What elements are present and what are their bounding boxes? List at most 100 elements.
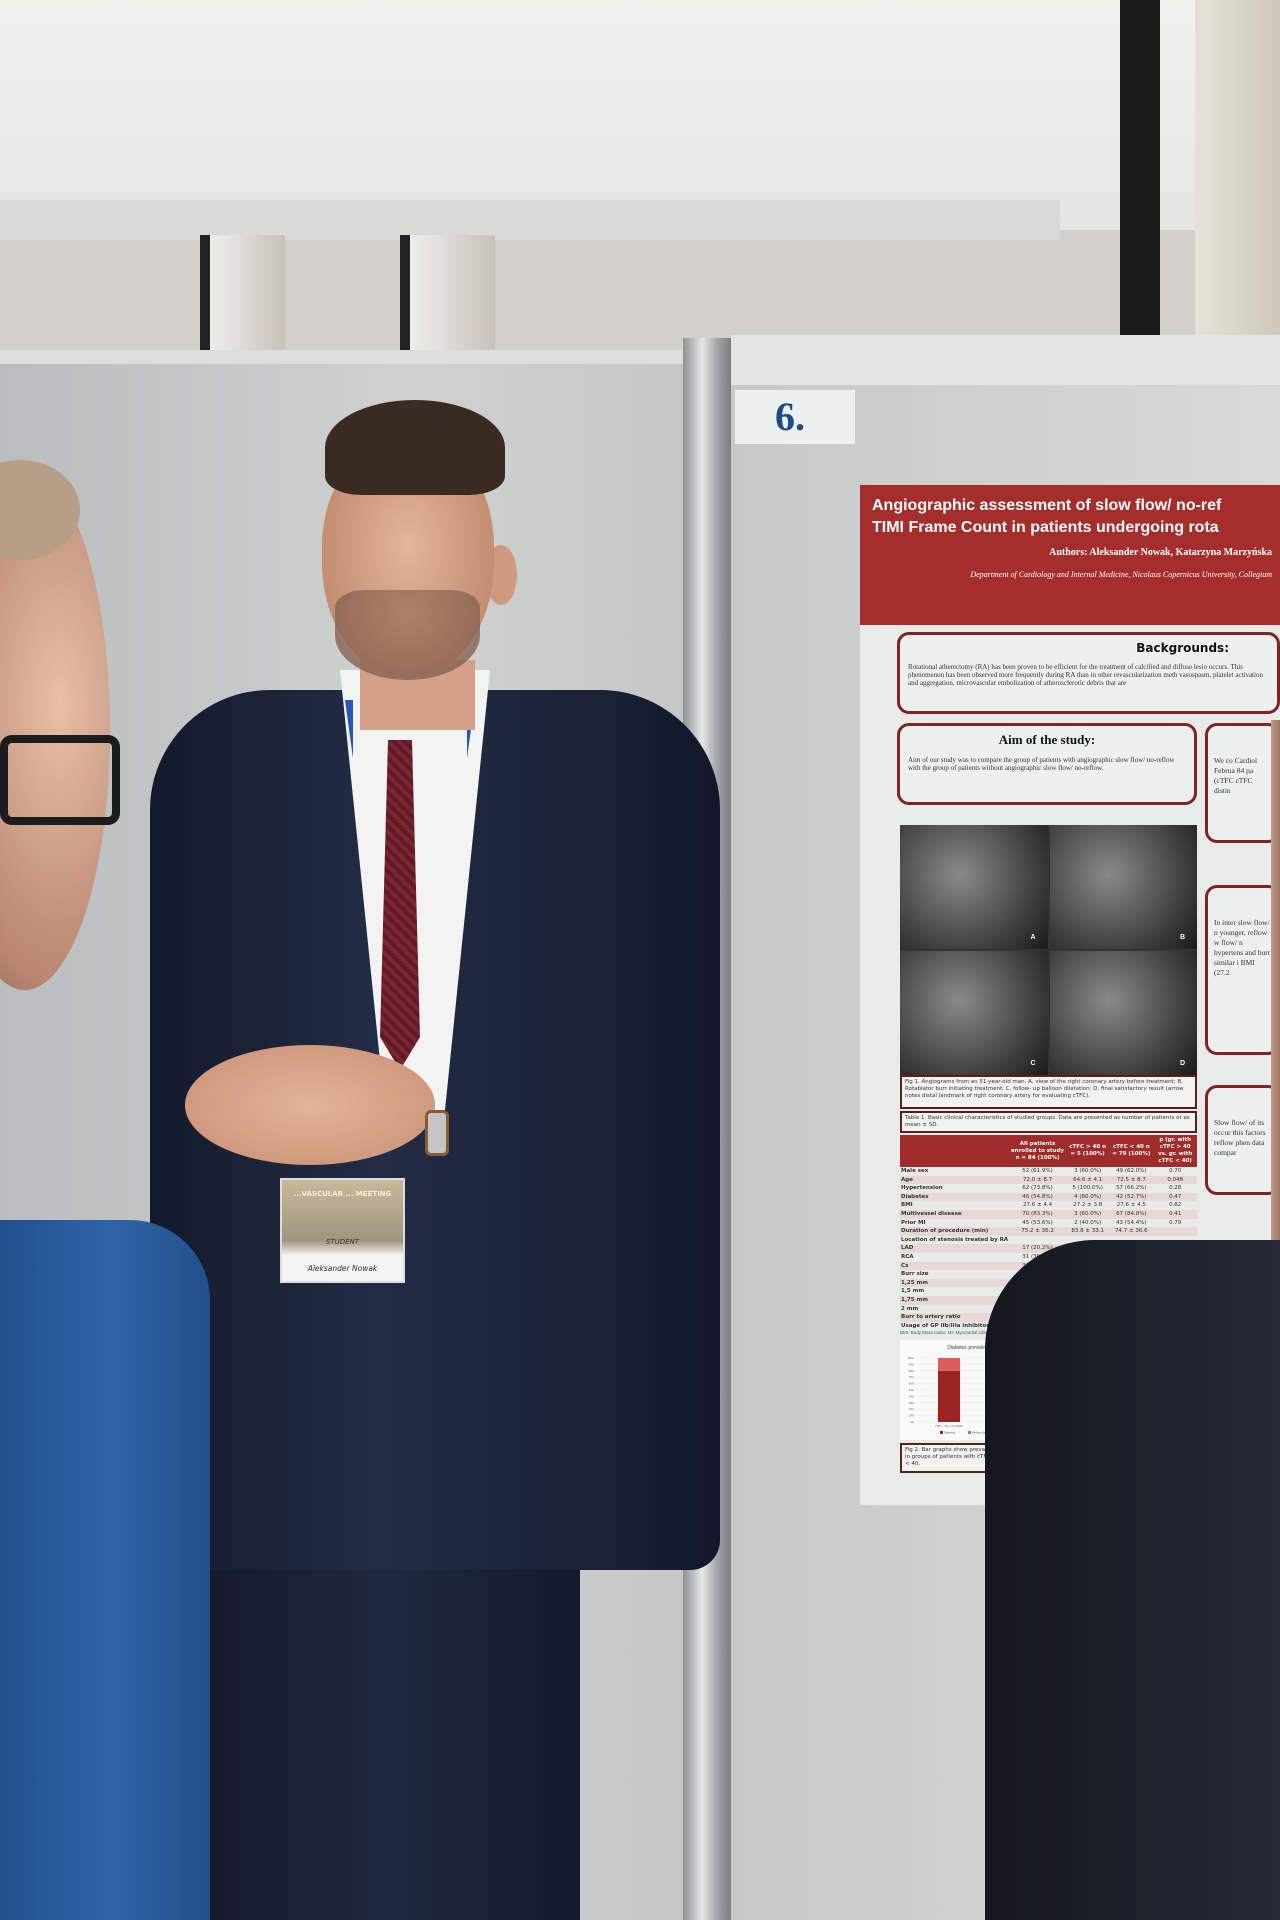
- badge-name: Aleksander Nowak: [307, 1264, 378, 1273]
- y-tick-label: 30%: [909, 1401, 915, 1405]
- audience-member-right-jacket: [985, 1240, 1280, 1920]
- table-cell: 67 (84.8%): [1109, 1209, 1154, 1219]
- angiogram-image: C: [900, 951, 1048, 1075]
- table-cell: Cx: [900, 1261, 1010, 1271]
- eyeglasses: [0, 735, 120, 825]
- table-cell: [1153, 1227, 1197, 1236]
- table-cell: 2 (40.0%): [1074, 1219, 1102, 1226]
- door-frame: [1120, 0, 1160, 350]
- fig1-caption: Fig 1. Angiograms from an 51-year-old ma…: [900, 1075, 1197, 1109]
- table-cell: 27.6 ± 4.5: [1116, 1202, 1146, 1209]
- table-row: Duration of procedure (min) 75.2 ± 36.2 83…: [900, 1227, 1197, 1236]
- legend-label: Without diabetes: [972, 1431, 993, 1435]
- table-row: Diabetes 46 (54.8%) 4 (80.0%) 42 (52.7%) 0.4…: [900, 1192, 1197, 1202]
- aim-section: Aim of the study: Aim of our study was t…: [897, 723, 1197, 805]
- table-cell: 4 (80.0%): [1066, 1192, 1110, 1202]
- table-row: Prior MI 45 (53.6%) 2 (40.0%) 43 (54.4%) 0.7…: [900, 1219, 1197, 1228]
- audience-member-right-head: [1271, 720, 1280, 1240]
- name-badge: ...VASCULAR ... MEETING STUDENT Aleksand…: [280, 1178, 405, 1283]
- poster-number-card: 6.: [735, 390, 855, 444]
- x-tick-label: cTFC > 40 n = 5 (100%): [935, 1424, 963, 1428]
- table-cell: Duration of procedure (min): [900, 1227, 1010, 1236]
- table-cell: 5 (100.0%): [1072, 1185, 1103, 1192]
- angiogram-image: D: [1049, 951, 1197, 1075]
- section-heading: Backgrounds:: [1136, 641, 1229, 655]
- results-section: In inter slow flow/ n younger, reflow w …: [1205, 885, 1280, 1055]
- table-cell: [1009, 1236, 1066, 1245]
- table-cell: Diabetes: [900, 1192, 1010, 1202]
- table-cell: BMI: [901, 1202, 913, 1209]
- y-tick-label: 40%: [909, 1394, 915, 1398]
- figure-label: B: [1179, 934, 1185, 941]
- table-cell: 17 (20.2%): [1009, 1244, 1067, 1253]
- table-cell: 1,5 mm: [901, 1288, 925, 1295]
- table-cell: 57 (66.2%): [1116, 1185, 1147, 1192]
- table-cell: 43 (54.4%): [1116, 1219, 1147, 1226]
- table-cell: 1,25 mm: [900, 1278, 1010, 1288]
- angiogram-image: A: [900, 825, 1048, 949]
- presenter-hands: [185, 1045, 435, 1165]
- y-tick-label: 20%: [909, 1407, 915, 1411]
- stone-wall: [1195, 0, 1280, 340]
- figure-label: A: [1030, 934, 1036, 941]
- angiogram-figure: A B C D: [900, 825, 1197, 1075]
- table-cell: Usage of GP IIb/IIIa inhibitors: [901, 1322, 993, 1329]
- section-text: Aim of our study was to compare the grou…: [908, 756, 1175, 772]
- poster-title: Angiographic assessment of slow flow/ no…: [872, 495, 1272, 539]
- table-row: Location of stenosis treated by RA: [900, 1236, 1197, 1245]
- table-row: Hypertension 62 (73.8%) 5 (100.0%) 57 (66.2…: [900, 1184, 1197, 1193]
- table-cell: 42 (52.7%): [1109, 1192, 1154, 1202]
- table-header-row: All patients enrolled to study n = 84 (1…: [900, 1135, 1197, 1167]
- table-cell: 70 (83.3%): [1009, 1209, 1067, 1219]
- chart-title: Diabetes prevalence: [947, 1345, 993, 1351]
- y-tick-label: 90%: [909, 1362, 915, 1366]
- table-row: Multivessel disease 70 (83.3%) 3 (60.0%) 67…: [900, 1209, 1197, 1219]
- legend-label: Diabetes: [944, 1431, 956, 1435]
- presenter-beard: [335, 590, 480, 680]
- conclusions-section: Slow flow/ of its occur this factors ref…: [1205, 1085, 1280, 1195]
- table-cell: 0.048: [1153, 1175, 1197, 1185]
- badge-event-name: ...VASCULAR ... MEETING: [293, 1190, 392, 1198]
- legend-swatch: [968, 1431, 971, 1434]
- section-text: Rotational atherectomy (RA) has been pro…: [908, 663, 1263, 687]
- table-cell: 27.6 ± 4.4: [1022, 1202, 1053, 1209]
- y-tick-label: 60%: [909, 1382, 915, 1386]
- table-cell: 74.7 ± 36.6: [1109, 1227, 1154, 1236]
- table-cell: 0.47: [1153, 1192, 1197, 1202]
- poster-header: Angiographic assessment of slow flow/ no…: [860, 485, 1280, 625]
- ceiling-beam: [0, 200, 1060, 240]
- table-cell: 75.2 ± 36.2: [1009, 1227, 1067, 1236]
- table-cell: 72.5 ± 8.7: [1109, 1175, 1154, 1185]
- table-cell: 1,75 mm: [900, 1295, 1010, 1305]
- table-cell: Burr to artery ratio: [900, 1313, 1010, 1322]
- table-cell: Age: [900, 1175, 1010, 1185]
- window: [200, 235, 285, 360]
- table-cell: 3 (60.0%): [1074, 1168, 1102, 1174]
- table-row: Male sex 52 (61.9%) 3 (60.0%) 49 (62.0%) 0.7…: [900, 1167, 1197, 1176]
- table-header-cell: p (gr. with cTFC > 40 vs. gr. with cTFC …: [1153, 1135, 1197, 1167]
- window: [400, 235, 495, 360]
- table-cell: 0.28: [1169, 1185, 1182, 1192]
- table-cell: Multivessel disease: [900, 1209, 1010, 1219]
- table-cell: 0.79: [1169, 1219, 1182, 1226]
- presenter-hair: [325, 400, 505, 495]
- y-tick-label: 100%: [907, 1356, 914, 1360]
- y-tick-label: 50%: [909, 1388, 915, 1392]
- y-tick-label: 0%: [910, 1420, 914, 1424]
- bar-segment: [938, 1370, 960, 1422]
- backgrounds-section: Backgrounds: Rotational atherectomy (RA)…: [897, 632, 1280, 714]
- y-tick-label: 80%: [909, 1369, 915, 1373]
- table-cell: 3 (60.0%): [1066, 1209, 1110, 1219]
- table-cell: Burr size: [901, 1271, 929, 1278]
- table-cell: 2 mm: [901, 1305, 919, 1312]
- table-header-cell: cTFC < 40 n = 79 (100%): [1109, 1135, 1154, 1167]
- section-heading: Aim of the study:: [998, 732, 1096, 747]
- table-cell: 45 (53.6%): [1022, 1219, 1053, 1226]
- table-cell: 49 (62.0%): [1116, 1168, 1147, 1174]
- table-cell: LAD: [900, 1244, 1010, 1253]
- wristwatch: [425, 1110, 449, 1156]
- angiogram-image: B: [1049, 825, 1197, 949]
- table-caption: Table 1. Basic clinical characteristics …: [900, 1111, 1197, 1133]
- poster-title-line: Angiographic assessment of slow flow/ no…: [872, 497, 1222, 514]
- poster-title-line: TIMI Frame Count in patients undergoing …: [872, 519, 1219, 536]
